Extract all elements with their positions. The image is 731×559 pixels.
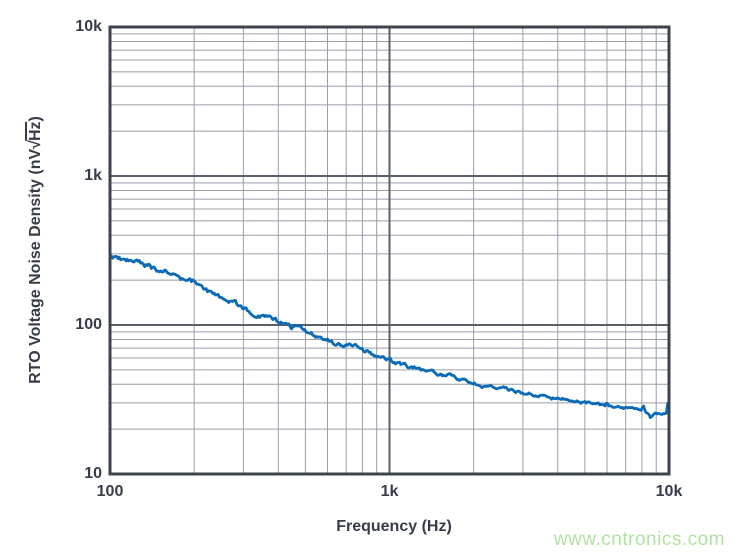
- x-tick-100: 100: [96, 483, 124, 500]
- x-axis-title: Frequency (Hz): [336, 518, 452, 535]
- y-tick-10: 10: [84, 465, 102, 482]
- sqrt-radicand: Hz: [25, 121, 44, 142]
- y-tick-100: 100: [75, 316, 102, 333]
- plot-frame: [108, 25, 671, 476]
- y-tick-10k: 10k: [75, 18, 102, 35]
- y-tick-1k: 1k: [84, 167, 102, 184]
- x-tick-1k: 1k: [380, 483, 399, 500]
- y-axis-title: RTO Voltage Noise Density (nV√Hz): [25, 116, 45, 384]
- sqrt-symbol: √: [27, 141, 44, 149]
- watermark: www.cntronics.com: [553, 529, 725, 550]
- x-tick-10k: 10k: [655, 483, 683, 500]
- y-axis-title-suffix: ): [27, 116, 44, 122]
- noise-curve: [110, 254, 669, 420]
